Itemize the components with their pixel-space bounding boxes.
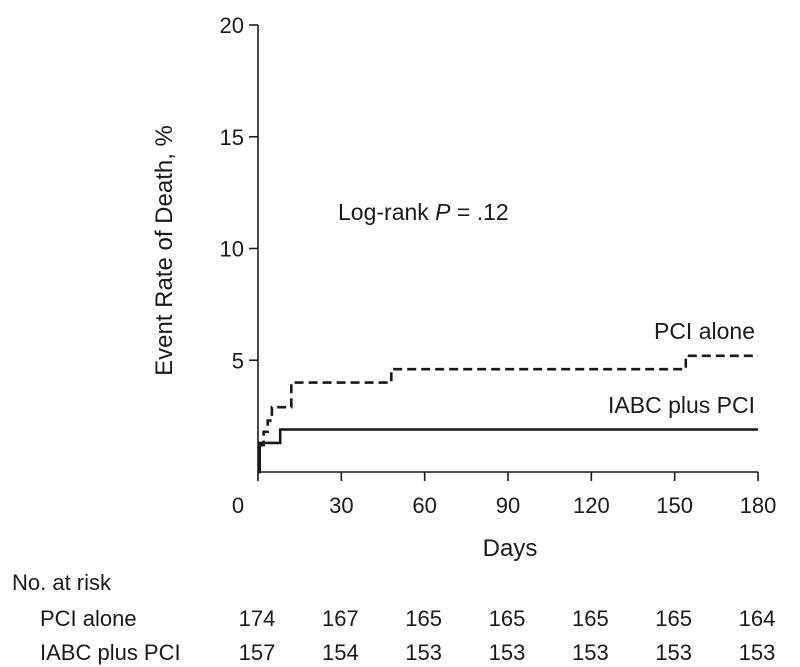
x-axis-label: Days — [483, 535, 538, 562]
x-tick-label: 30 — [329, 493, 353, 518]
x-tick-label: 120 — [573, 493, 610, 518]
risk-value: 157 — [239, 640, 276, 665]
annotation-suffix: = .12 — [451, 199, 509, 225]
y-axis: 5 10 15 20 — [220, 13, 259, 472]
series-line-0 — [258, 354, 758, 474]
annotation-prefix: Log-rank — [338, 199, 435, 225]
x-ticks: 0 30 60 90 120 150 180 — [232, 472, 776, 518]
risk-value: 165 — [489, 606, 526, 631]
y-tick-label: 10 — [220, 237, 244, 262]
series-label-iabc-plus-pci: IABC plus PCI — [608, 392, 755, 418]
y-tick-label: 5 — [232, 348, 244, 373]
x-tick-label: 0 — [232, 493, 244, 518]
risk-value: 174 — [239, 606, 276, 631]
risk-value: 165 — [655, 606, 692, 631]
risk-values: 174 167 165 165 165 165 164 157 154 153 153 153 153 1… — [239, 606, 776, 665]
risk-value: 153 — [655, 640, 692, 665]
x-tick-label: 90 — [496, 493, 520, 518]
y-ticks: 5 10 15 20 — [220, 13, 258, 373]
risk-value: 153 — [739, 640, 776, 665]
risk-table-title: No. at risk — [12, 570, 112, 595]
risk-table: No. at risk PCI alone IABC plus PCI 174 1… — [12, 570, 775, 665]
y-tick-label: 15 — [220, 125, 244, 150]
series-label-pci-alone: PCI alone — [654, 318, 755, 344]
risk-value: 153 — [572, 640, 609, 665]
risk-value: 165 — [405, 606, 442, 631]
risk-value: 165 — [572, 606, 609, 631]
risk-row-label-iabc-plus-pci: IABC plus PCI — [40, 640, 181, 665]
risk-value: 164 — [739, 606, 776, 631]
x-axis: 0 30 60 90 120 150 180 — [232, 471, 776, 518]
y-tick-label: 20 — [220, 13, 244, 38]
logrank-annotation: Log-rank P = .12 — [338, 199, 509, 225]
series-lines — [258, 354, 758, 474]
x-tick-label: 180 — [740, 493, 777, 518]
x-tick-label: 60 — [412, 493, 436, 518]
risk-value: 153 — [489, 640, 526, 665]
y-axis-label: Event Rate of Death, % — [151, 125, 178, 376]
series-line-1 — [258, 428, 758, 474]
annotation-p: P — [435, 199, 451, 225]
risk-value: 154 — [322, 640, 359, 665]
x-tick-label: 150 — [656, 493, 693, 518]
risk-value: 153 — [405, 640, 442, 665]
risk-value: 167 — [322, 606, 359, 631]
risk-row-label-pci-alone: PCI alone — [40, 606, 137, 631]
